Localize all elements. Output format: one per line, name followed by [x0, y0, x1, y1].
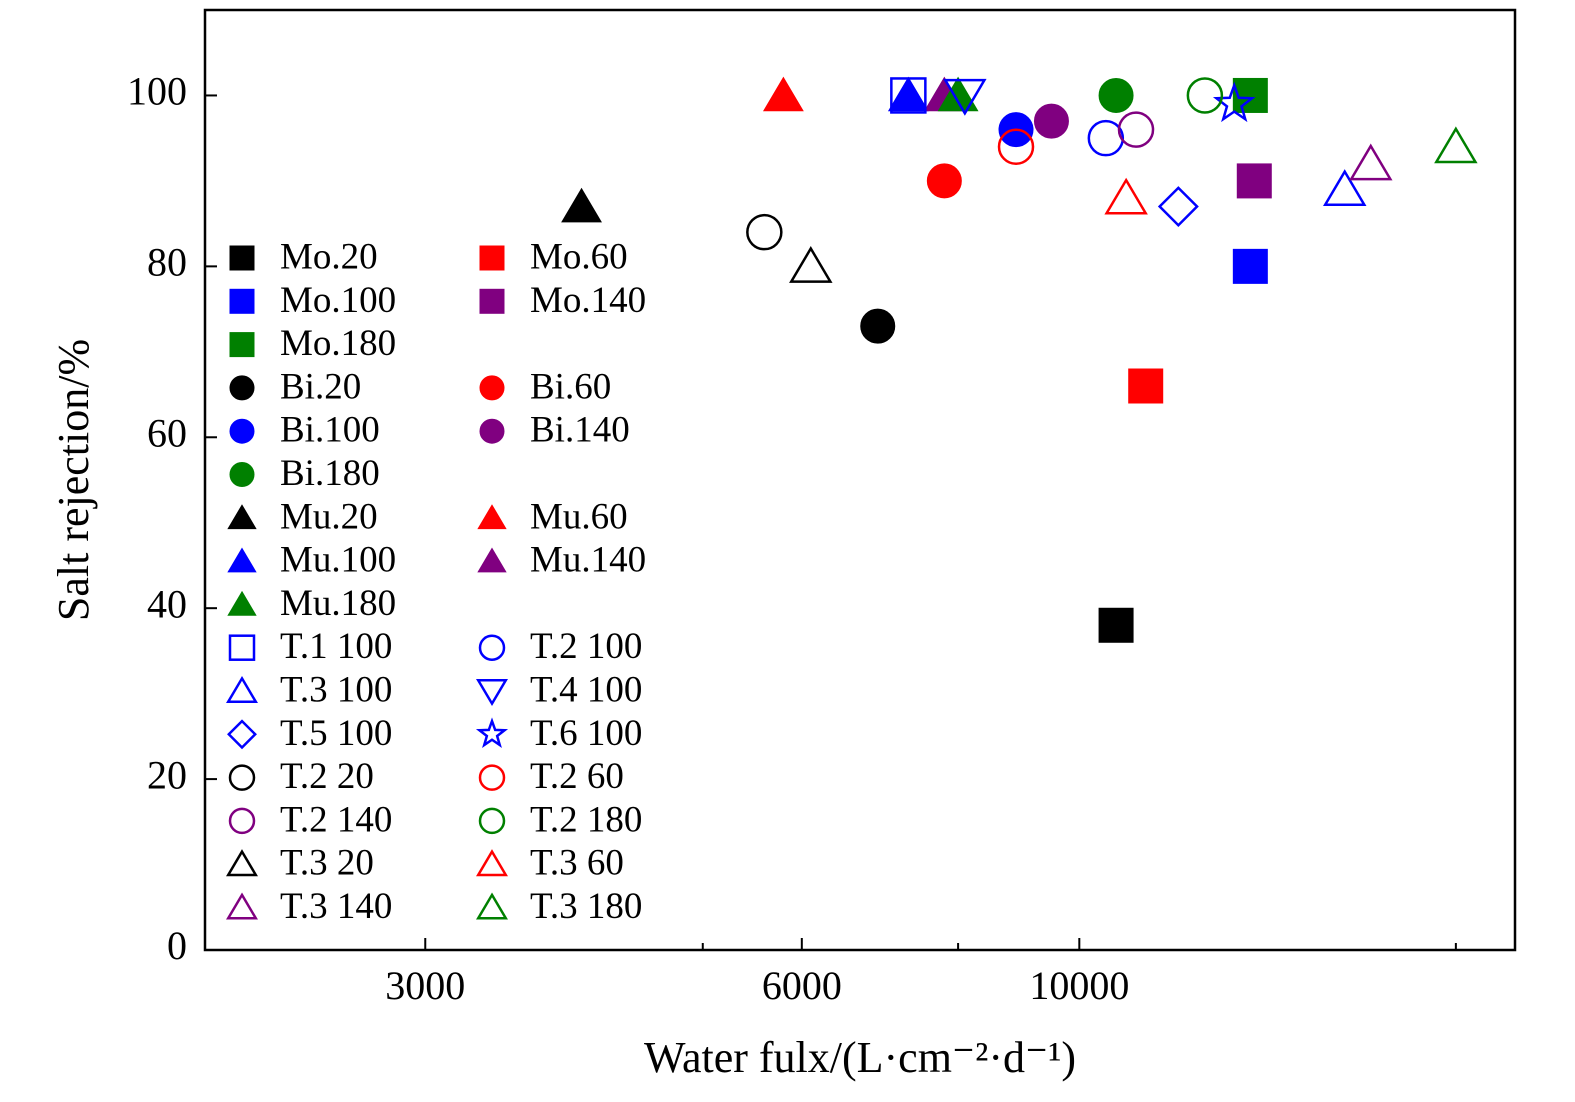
- x-tick-label: 10000: [1029, 963, 1129, 1008]
- legend-label: T.2 180: [530, 799, 642, 840]
- point: [1098, 77, 1134, 113]
- legend-marker: [229, 245, 255, 271]
- legend-marker: [479, 288, 505, 314]
- plot-frame: [203, 8, 1517, 952]
- legend-marker: [229, 418, 255, 444]
- legend-label: Mu.180: [280, 583, 396, 624]
- point: [1434, 126, 1478, 164]
- legend-marker: [478, 634, 506, 661]
- legend-label: Mo.180: [280, 323, 396, 364]
- legend-label: Mu.140: [530, 540, 646, 581]
- legend-marker: [479, 245, 505, 271]
- legend-marker: [476, 678, 508, 707]
- legend-marker: [477, 504, 507, 530]
- legend-label: Mu.20: [280, 496, 378, 537]
- point: [860, 308, 896, 344]
- legend-label: Mo.100: [280, 280, 396, 321]
- legend-label: T.6 100: [530, 713, 642, 754]
- legend-label: Mu.100: [280, 540, 396, 581]
- legend-marker: [476, 849, 508, 877]
- point: [1117, 111, 1155, 148]
- y-tick-label: 40: [147, 581, 187, 626]
- point: [1098, 607, 1134, 643]
- point: [789, 246, 833, 283]
- legend-label: Mo.60: [530, 236, 628, 277]
- point: [1128, 368, 1164, 404]
- legend-marker: [479, 418, 505, 444]
- y-tick-label: 100: [127, 69, 187, 114]
- y-tick-label: 80: [147, 240, 187, 285]
- point: [561, 187, 602, 223]
- point: [1087, 119, 1125, 157]
- point: [1033, 103, 1069, 139]
- point: [1104, 177, 1148, 215]
- legend-label: T.2 20: [280, 756, 374, 797]
- legend-label: T.2 140: [280, 799, 392, 840]
- point: [1236, 163, 1272, 199]
- point: [1349, 143, 1393, 181]
- legend-marker: [229, 332, 255, 358]
- x-axis-label: Water fulx/(L·cm⁻²·d⁻¹): [644, 1033, 1076, 1082]
- legend-marker: [479, 375, 505, 401]
- point: [937, 76, 979, 112]
- legend-marker: [229, 375, 255, 401]
- legend-label: Mu.60: [530, 496, 628, 537]
- legend-marker: [226, 675, 258, 704]
- legend-marker: [476, 892, 508, 920]
- legend-label: Mo.20: [280, 236, 378, 277]
- legend-label: Bi.100: [280, 410, 380, 451]
- legend-marker: [478, 764, 506, 791]
- legend-marker: [226, 849, 258, 877]
- legend-label: T.3 100: [280, 669, 392, 710]
- legend-marker: [478, 807, 506, 835]
- legend-label: Bi.20: [280, 366, 361, 407]
- point: [1157, 186, 1199, 228]
- point: [1232, 248, 1268, 284]
- point: [746, 213, 783, 251]
- legend-label: T.5 100: [280, 713, 392, 754]
- legend-label: T.4 100: [530, 669, 642, 710]
- y-tick-label: 0: [167, 923, 187, 968]
- point: [943, 78, 987, 116]
- point: [926, 163, 962, 199]
- legend-marker: [228, 634, 256, 661]
- legend-marker: [227, 719, 257, 750]
- legend-label: T.3 60: [530, 843, 624, 884]
- legend-marker: [227, 590, 257, 616]
- point: [997, 128, 1035, 165]
- legend-marker: [228, 764, 256, 791]
- point: [1322, 169, 1367, 207]
- legend-label: T.3 140: [280, 886, 392, 927]
- legend-marker: [477, 547, 507, 573]
- legend-marker: [475, 717, 509, 748]
- point: [1186, 77, 1224, 114]
- legend-marker: [227, 504, 257, 530]
- y-axis-label: Salt rejection/%: [49, 339, 98, 621]
- legend-label: T.3 20: [280, 843, 374, 884]
- point: [890, 77, 927, 114]
- point: [887, 76, 929, 112]
- x-tick-label: 3000: [385, 963, 465, 1008]
- legend-label: Bi.180: [280, 453, 380, 494]
- legend-label: T.2 60: [530, 756, 624, 797]
- legend-label: Mo.140: [530, 280, 646, 321]
- point: [762, 76, 804, 112]
- legend-label: Bi.140: [530, 410, 630, 451]
- legend-marker: [229, 462, 255, 487]
- legend-label: T.3 180: [530, 886, 642, 927]
- legend-label: Bi.60: [530, 366, 611, 407]
- legend-marker: [226, 892, 258, 920]
- y-tick-label: 60: [147, 410, 187, 455]
- legend-marker: [229, 288, 255, 314]
- x-tick-label: 6000: [762, 963, 842, 1008]
- legend-marker: [227, 547, 257, 573]
- legend-marker: [228, 807, 256, 835]
- y-tick-label: 20: [147, 752, 187, 797]
- legend-label: T.2 100: [530, 626, 642, 667]
- legend-label: T.1 100: [280, 626, 392, 667]
